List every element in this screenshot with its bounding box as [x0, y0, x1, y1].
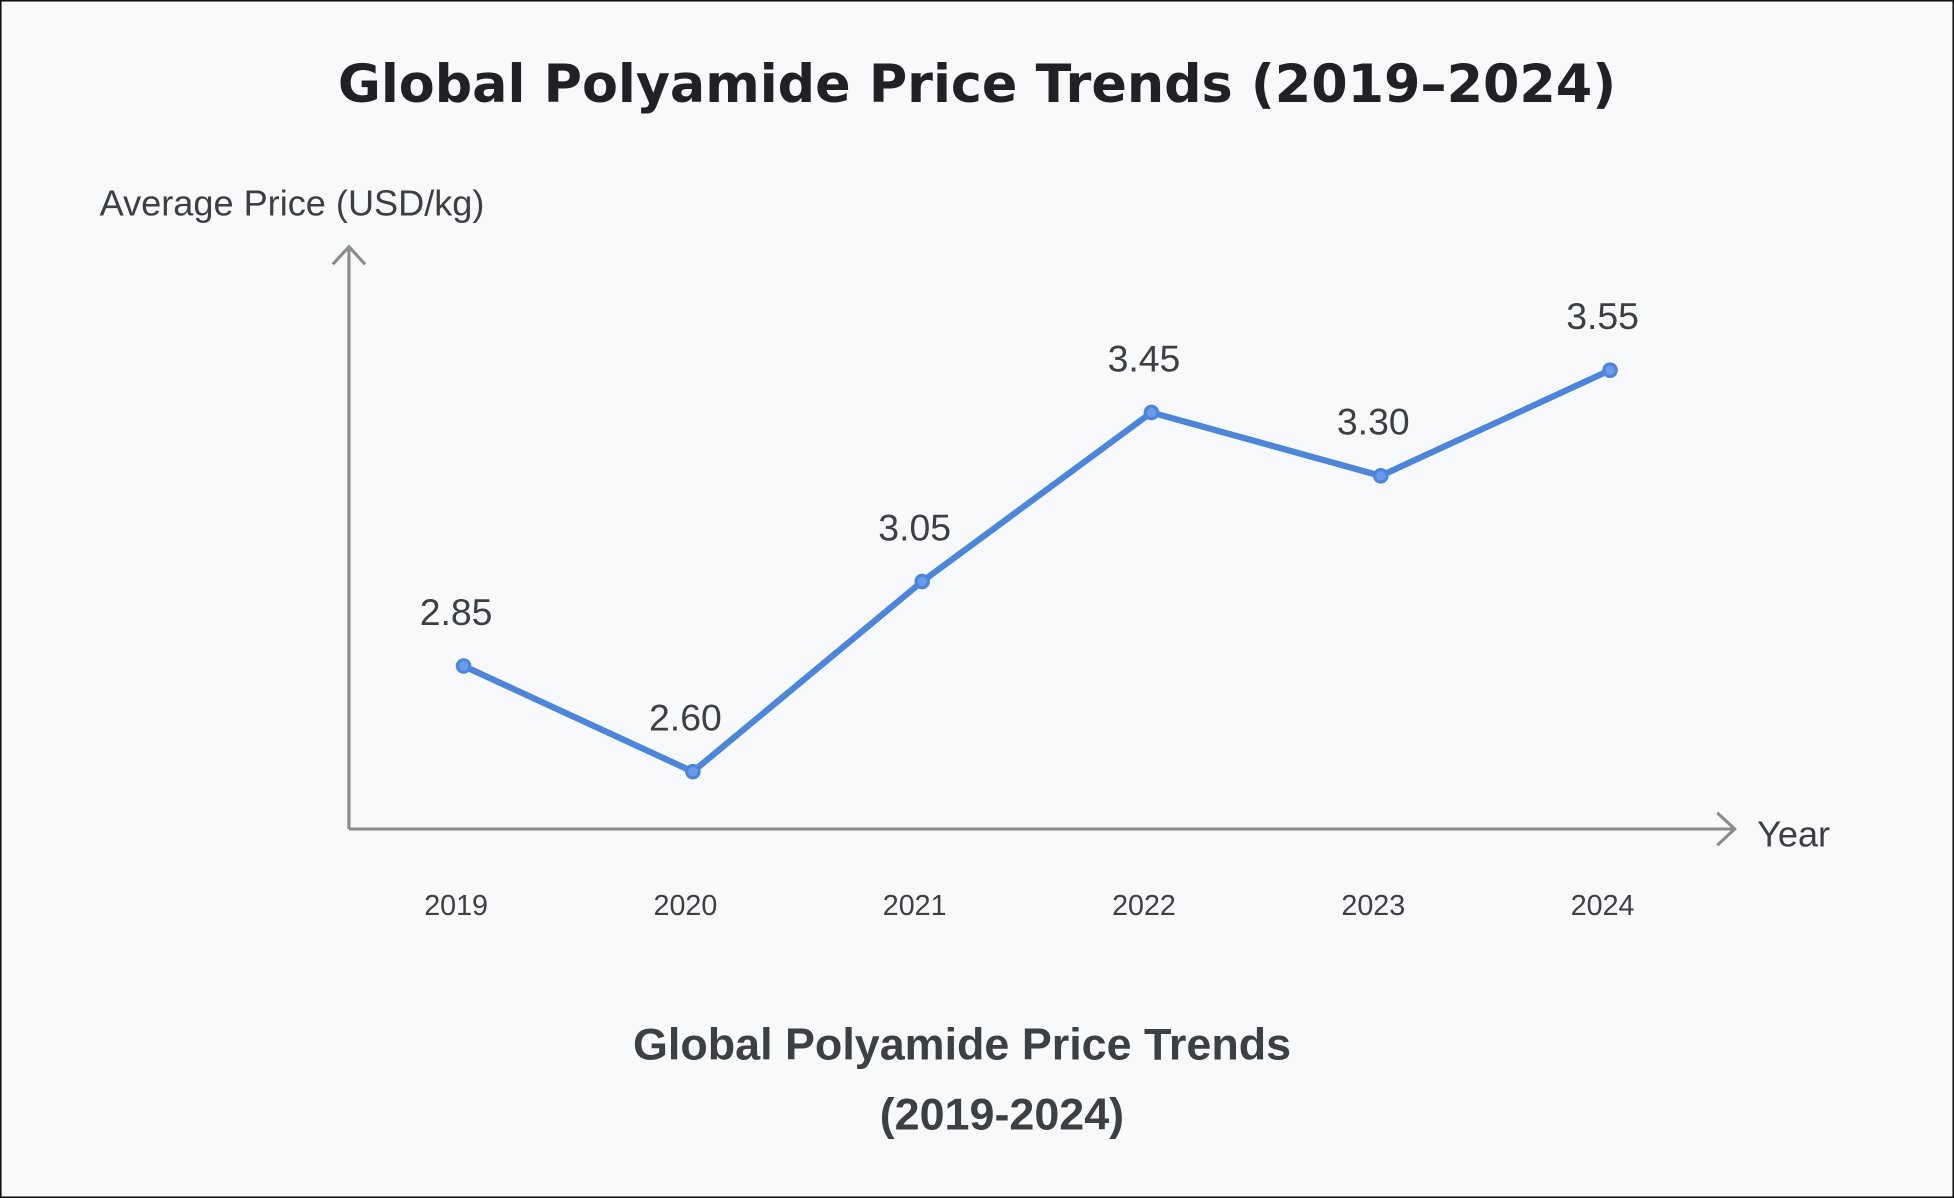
- data-point: [455, 658, 472, 674]
- data-label: 3.55: [1566, 295, 1639, 337]
- x-tick-label: 2021: [883, 890, 947, 922]
- x-tick-label: 2022: [1112, 890, 1176, 922]
- data-label: 2.85: [420, 591, 493, 633]
- x-tick-label: 2023: [1341, 890, 1405, 922]
- y-axis-label: Average Price (USD/kg): [100, 183, 485, 224]
- data-point: [1143, 404, 1160, 421]
- x-tick-label: 2019: [424, 890, 488, 922]
- data-point: [1602, 362, 1618, 378]
- chart-title: Global Polyamide Price Trends (2019–2024…: [338, 54, 1616, 115]
- axes: [331, 244, 1737, 847]
- x-tick-label: 2020: [654, 890, 718, 922]
- caption-line-1: Global Polyamide Price Trends: [633, 1019, 1291, 1070]
- data-point: [914, 573, 930, 590]
- data-point: [685, 763, 701, 780]
- data-label: 3.45: [1108, 337, 1181, 379]
- x-axis-label: Year: [1757, 813, 1830, 854]
- x-axis-arrow: [1716, 811, 1737, 847]
- caption-line-2: (2019-2024): [880, 1088, 1124, 1139]
- data-label: 3.05: [878, 506, 951, 548]
- data-label: 2.60: [649, 697, 722, 739]
- data-point: [1372, 468, 1389, 484]
- y-axis-arrow: [331, 244, 367, 266]
- series-line: [460, 367, 1614, 775]
- x-tick-label: 2024: [1571, 890, 1635, 922]
- x-tick-labels: 2019 2020 2021 2022 2023 2024: [424, 890, 1634, 922]
- data-label: 3.30: [1337, 401, 1410, 443]
- data-points: [455, 362, 1618, 780]
- data-labels: 2.85 2.60 3.05 3.45 3.30 3.55: [420, 295, 1639, 738]
